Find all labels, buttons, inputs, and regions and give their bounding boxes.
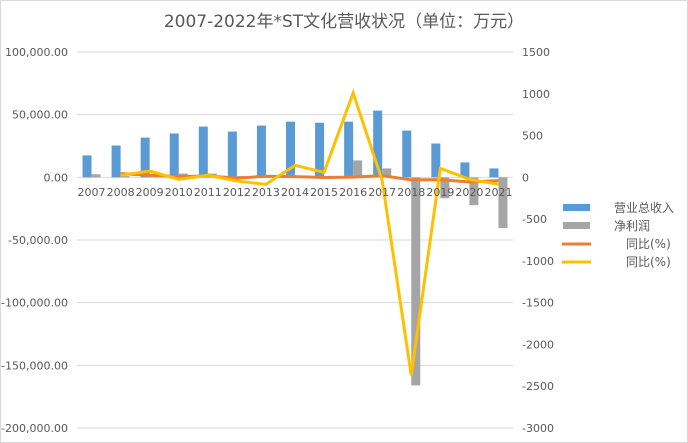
left-tick-label: -200,000.00 [1, 422, 68, 435]
x-tick-label: 2011 [194, 186, 222, 199]
revenue-bar [315, 122, 325, 178]
left-tick-label: 0.00 [44, 171, 69, 184]
right-tick-label: 1000 [522, 88, 550, 101]
left-tick-label: 50,000.00 [12, 109, 68, 122]
legend-swatch [563, 204, 590, 211]
revenue-bar [169, 133, 179, 178]
left-tick-label: -150,000.00 [1, 359, 68, 372]
right-tick-label: 1500 [522, 46, 550, 59]
left-tick-label: -50,000.00 [8, 234, 68, 247]
x-tick-label: 2012 [223, 186, 251, 199]
revenue-bar [431, 143, 441, 178]
legend-label: 同比(%) [626, 237, 671, 251]
right-tick-label: -3000 [522, 422, 554, 435]
x-tick-label: 2013 [252, 186, 280, 199]
legend-label: 营业总收入 [614, 201, 674, 215]
x-tick-label: 2009 [136, 186, 164, 199]
revenue-bar [256, 125, 266, 178]
net-profit-bar [411, 177, 421, 386]
right-tick-label: -1000 [522, 255, 554, 268]
x-tick-label: 2019 [426, 186, 454, 199]
revenue-yoy-line [120, 172, 499, 184]
right-tick-label: -2000 [522, 338, 554, 351]
net-profit-bar [469, 177, 479, 206]
revenue-bar [198, 126, 208, 178]
revenue-bar [111, 145, 121, 178]
right-tick-label: 500 [522, 130, 543, 143]
right-tick-label: 0 [522, 171, 529, 184]
right-tick-label: -2500 [522, 380, 554, 393]
revenue-bar [373, 110, 383, 178]
legend-label: 净利润 [614, 219, 650, 233]
revenue-bar [460, 162, 470, 178]
x-tick-label: 2015 [310, 186, 338, 199]
right-tick-label: -500 [522, 213, 547, 226]
x-tick-label: 2021 [484, 186, 512, 199]
revenue-bar [140, 137, 150, 178]
net-profit-bar [498, 177, 508, 229]
revenue-bar [402, 130, 412, 178]
x-tick-label: 2007 [78, 186, 106, 199]
x-tick-label: 2018 [397, 186, 425, 199]
right-tick-label: -1500 [522, 297, 554, 310]
net-profit-bar [382, 168, 392, 178]
chart-title: 2007-2022年*ST文化营收状况（单位：万元） [164, 12, 524, 32]
left-tick-label: 100,000.00 [5, 46, 68, 59]
net-profit-bar [440, 177, 450, 199]
revenue-bar [286, 121, 295, 178]
x-tick-label: 2020 [455, 186, 483, 199]
net-profit-bar [353, 160, 363, 178]
profit-yoy-line [120, 88, 499, 376]
revenue-bar [82, 155, 92, 178]
net-profit-bar [120, 176, 130, 178]
revenue-bar [344, 121, 354, 178]
revenue-bar [489, 168, 499, 178]
x-tick-label: 2008 [107, 186, 135, 199]
revenue-bar [227, 131, 237, 178]
x-tick-label: 2010 [165, 186, 193, 199]
net-profit-bar [91, 174, 101, 178]
legend-label: 同比(%) [626, 255, 671, 269]
x-tick-label: 2014 [281, 186, 309, 199]
x-tick-label: 2016 [339, 186, 367, 199]
x-tick-label: 2017 [368, 186, 396, 199]
left-tick-label: -100,000.00 [1, 297, 68, 310]
legend-swatch [563, 222, 590, 229]
